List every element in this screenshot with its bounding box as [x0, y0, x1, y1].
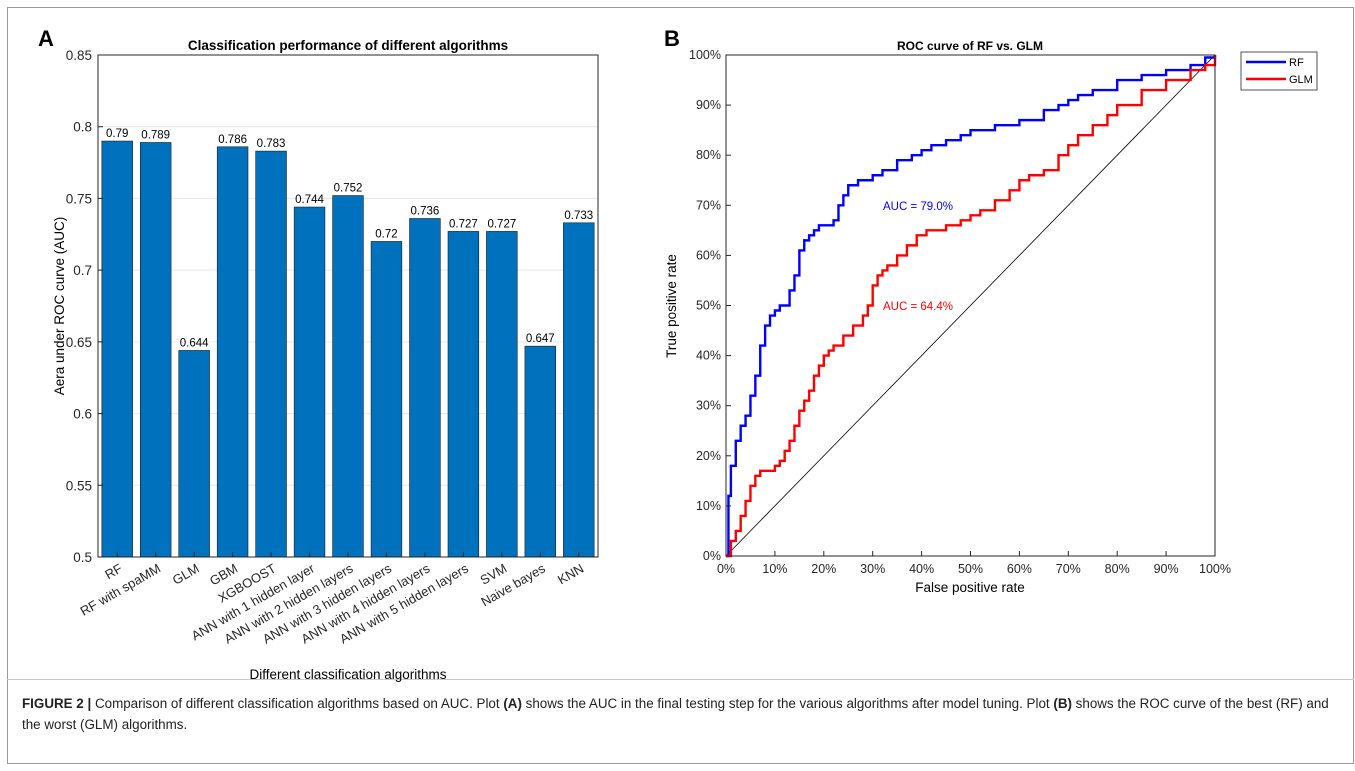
roc-curve-glm [726, 55, 1217, 558]
y-tick-label: 70% [696, 198, 721, 212]
data-label: 0.786 [218, 134, 247, 146]
x-tick-label: GLM [170, 561, 202, 588]
y-tick-label: 0.65 [66, 335, 92, 350]
data-label: 0.727 [487, 218, 516, 230]
caption-ref-b: (B) [1053, 696, 1072, 711]
bar [216, 146, 249, 558]
x-tick-label: KNN [555, 561, 586, 588]
bar [332, 195, 364, 558]
x-tick-label: 100% [1199, 562, 1231, 576]
y-tick-label: 0.75 [66, 191, 92, 206]
x-tick-label: 80% [1105, 562, 1130, 576]
y-tick-label: 30% [696, 399, 721, 413]
bar-chart-panel: 0.79 0.789 0.644 0.786 0.783 0.744 0.752 0.72 0.… [52, 38, 599, 682]
bar [486, 231, 518, 558]
caption-text-2: shows the AUC in the final testing step … [521, 696, 1054, 711]
x-axis-label: False positive rate [915, 580, 1025, 595]
roc-curve-rf [726, 55, 1217, 558]
bar [409, 218, 441, 558]
bar [255, 150, 287, 558]
y-tick-label: 100% [689, 48, 721, 62]
figure-frame [7, 7, 1354, 764]
legend-label-rf: RF [1289, 57, 1304, 69]
data-label: 0.727 [449, 218, 478, 230]
y-tick-label: 0.8 [73, 120, 92, 135]
data-label: 0.783 [257, 138, 286, 150]
x-axis-label: Different classification algorithms [249, 667, 446, 682]
data-label: 0.79 [106, 128, 128, 140]
legend-label-glm: GLM [1289, 74, 1313, 86]
diagonal-reference-line [725, 54, 1216, 557]
y-tick-label: 40% [696, 349, 721, 363]
legend-box [1240, 51, 1318, 91]
data-label: 0.72 [375, 228, 397, 240]
data-label: 0.752 [334, 183, 363, 195]
x-tick-label: 10% [762, 562, 787, 576]
bar [140, 142, 172, 558]
caption-lead: FIGURE 2 | [22, 696, 92, 711]
bar [447, 231, 480, 558]
y-tick-label: 90% [696, 98, 721, 112]
y-tick-label: 0.6 [73, 407, 92, 422]
bar [178, 350, 210, 558]
x-tick-label: 20% [811, 562, 836, 576]
y-tick-label: 0.7 [73, 263, 92, 278]
y-tick-label: 0.55 [66, 478, 92, 493]
y-tick-label: 10% [696, 499, 721, 513]
caption-ref-a: (A) [503, 696, 522, 711]
y-axis-label: Aera under ROC curve (AUC) [52, 217, 67, 396]
y-tick-label: 20% [696, 449, 721, 463]
legend: RF GLM [1240, 51, 1318, 91]
bar [563, 222, 595, 558]
data-label: 0.789 [141, 129, 170, 141]
y-axis-label: True positive rate [664, 254, 679, 358]
caption-text-1: Comparison of different classification a… [91, 696, 504, 711]
roc-chart-panel: 0%0% 10% 10% 20% 20% 30% 30% 40% 40% 50% 50% 60% 60%… [664, 39, 1318, 595]
x-tick-label: 40% [909, 562, 934, 576]
panel-label-b: B [664, 26, 680, 51]
x-tick-label: 0% [717, 562, 735, 576]
panel-label-a: A [38, 26, 54, 51]
bar [101, 140, 133, 558]
glm-auc-annotation: AUC = 64.4% [883, 301, 953, 313]
data-label: 0.736 [411, 206, 440, 218]
caption-text-3: shows the ROC curve of the best (RF) and… [22, 696, 1329, 732]
y-tick-label: 80% [696, 148, 721, 162]
y-tick-label: 0.5 [73, 550, 92, 565]
y-tick-label: 0% [703, 549, 721, 563]
y-tick-label: 0.85 [66, 48, 92, 63]
data-label: 0.647 [526, 333, 555, 345]
x-tick-label: RF [102, 561, 125, 583]
bar [370, 241, 403, 558]
plot-border [97, 54, 599, 558]
bar [293, 206, 326, 558]
plot-border [725, 54, 1216, 557]
y-tick-label: 60% [696, 248, 721, 262]
bar [524, 345, 556, 558]
y-tick-label: 50% [696, 299, 721, 313]
chart-title: Classification performance of different … [188, 38, 508, 53]
x-tick-label: 70% [1056, 562, 1081, 576]
chart-title: ROC curve of RF vs. GLM [897, 39, 1043, 53]
x-tick-label: 90% [1154, 562, 1179, 576]
x-tick-label: 60% [1007, 562, 1032, 576]
caption-separator [7, 679, 1354, 680]
data-label: 0.733 [564, 210, 593, 222]
figure-caption: FIGURE 2 | Comparison of different class… [22, 693, 1332, 735]
data-label: 0.644 [180, 337, 209, 349]
data-label: 0.744 [295, 194, 324, 206]
rf-auc-annotation: AUC = 79.0% [883, 201, 953, 213]
x-tick-label: 30% [860, 562, 885, 576]
x-tick-label: 50% [958, 562, 983, 576]
